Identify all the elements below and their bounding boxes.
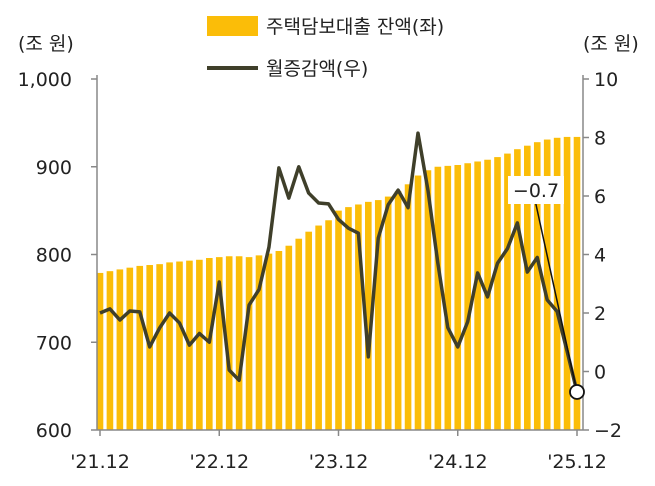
bar bbox=[374, 200, 382, 430]
legend-bar-label: 주택담보대출 잔액(좌) bbox=[266, 16, 444, 38]
x-tick-label: '23.12 bbox=[309, 451, 369, 473]
bar bbox=[315, 225, 322, 430]
right-tick-label: 8 bbox=[594, 128, 606, 150]
right-tick-label: 10 bbox=[594, 69, 618, 91]
bar bbox=[384, 196, 392, 430]
bar bbox=[305, 231, 312, 430]
bar bbox=[365, 201, 372, 430]
bar bbox=[553, 137, 561, 431]
x-tick-label: '22.12 bbox=[189, 451, 249, 473]
x-tick-label: '21.12 bbox=[70, 451, 130, 473]
bar bbox=[563, 136, 571, 431]
bar bbox=[394, 191, 402, 430]
bar bbox=[166, 262, 173, 430]
bar bbox=[206, 258, 213, 430]
bar bbox=[504, 153, 511, 430]
bar bbox=[285, 245, 293, 430]
left-tick-label: 900 bbox=[36, 157, 72, 179]
left-tick-label: 600 bbox=[36, 420, 72, 442]
right-tick-label: 4 bbox=[594, 245, 606, 267]
bar bbox=[255, 255, 263, 430]
bar bbox=[196, 259, 203, 430]
bar bbox=[225, 256, 233, 430]
bar bbox=[524, 145, 531, 430]
legend-line-label: 월증감액(우) bbox=[266, 58, 368, 80]
right-tick-label: −2 bbox=[594, 420, 622, 442]
bar bbox=[434, 166, 442, 430]
bar bbox=[265, 253, 273, 430]
right-tick-label: 0 bbox=[594, 362, 606, 384]
bar bbox=[474, 161, 481, 431]
bar bbox=[345, 207, 352, 430]
bar bbox=[235, 256, 243, 430]
left-axis-unit: (조 원) bbox=[18, 33, 74, 55]
left-tick-label: 800 bbox=[36, 245, 72, 267]
bar bbox=[404, 184, 412, 430]
bar bbox=[355, 204, 362, 430]
bar bbox=[96, 272, 104, 430]
bar bbox=[414, 175, 422, 430]
right-tick-label: 2 bbox=[594, 303, 606, 325]
bar bbox=[573, 136, 581, 431]
bar bbox=[176, 261, 183, 430]
left-tick-label: 700 bbox=[36, 332, 72, 354]
bar bbox=[464, 163, 471, 431]
legend-bar-swatch bbox=[207, 16, 258, 36]
right-axis-unit: (조 원) bbox=[583, 33, 639, 55]
bar bbox=[424, 170, 432, 430]
right-tick-label: 6 bbox=[594, 186, 606, 208]
bar bbox=[136, 265, 144, 430]
bar bbox=[444, 165, 452, 430]
bar bbox=[215, 257, 223, 430]
bar bbox=[106, 271, 114, 430]
x-tick-label: '25.12 bbox=[547, 451, 607, 473]
bar bbox=[295, 238, 303, 430]
bar bbox=[335, 210, 342, 430]
annotation-label: −0.7 bbox=[513, 180, 559, 202]
legend: 주택담보대출 잔액(좌) 월증감액(우) bbox=[207, 16, 444, 80]
bar bbox=[514, 149, 521, 430]
bar bbox=[116, 269, 124, 430]
annotation-leader bbox=[534, 199, 578, 393]
annotation-box bbox=[508, 176, 564, 204]
bar bbox=[543, 139, 551, 431]
left-tick-label: 1,000 bbox=[18, 69, 72, 91]
bar bbox=[156, 264, 163, 430]
bar bbox=[325, 220, 332, 430]
bar bbox=[275, 250, 283, 430]
bar bbox=[494, 157, 501, 430]
bar bbox=[533, 142, 541, 430]
bar bbox=[126, 267, 134, 430]
annotation-marker bbox=[569, 384, 585, 400]
bar bbox=[454, 164, 462, 430]
x-tick-label: '24.12 bbox=[428, 451, 488, 473]
bar bbox=[245, 257, 253, 430]
